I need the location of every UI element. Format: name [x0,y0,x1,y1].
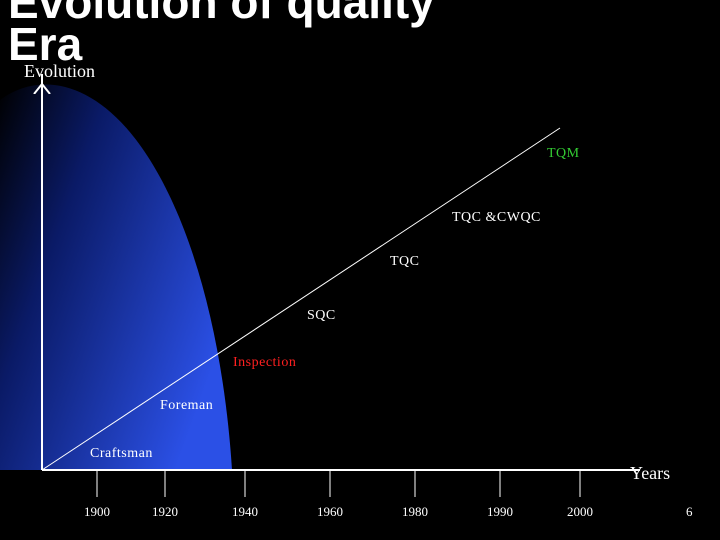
title: Era [8,18,83,70]
x-tick-label: 1960 [317,504,343,519]
stage-label: TQC &CWQC [452,210,541,225]
stage-label: TQC [390,254,420,269]
trend-line [41,127,561,471]
title: Evolution of quality [8,0,435,28]
page-number: 6 [686,504,693,519]
x-tick-label: 1900 [84,504,110,519]
y-axis-label: Evolution [24,61,95,81]
x-tick-label: 1920 [152,504,178,519]
stage-label: TQM [547,146,580,161]
x-tick-label: 1990 [487,504,513,519]
x-axis-label: Years [630,463,670,483]
stage-label: SQC [307,308,336,323]
x-tick-label: 1940 [232,504,258,519]
stage-label: Foreman [160,398,213,413]
x-tick-label: 1980 [402,504,428,519]
stage-label: Craftsman [90,446,153,461]
blue-shape [0,84,232,470]
x-tick-label: 2000 [567,504,593,519]
stage-label: Inspection [233,355,296,370]
